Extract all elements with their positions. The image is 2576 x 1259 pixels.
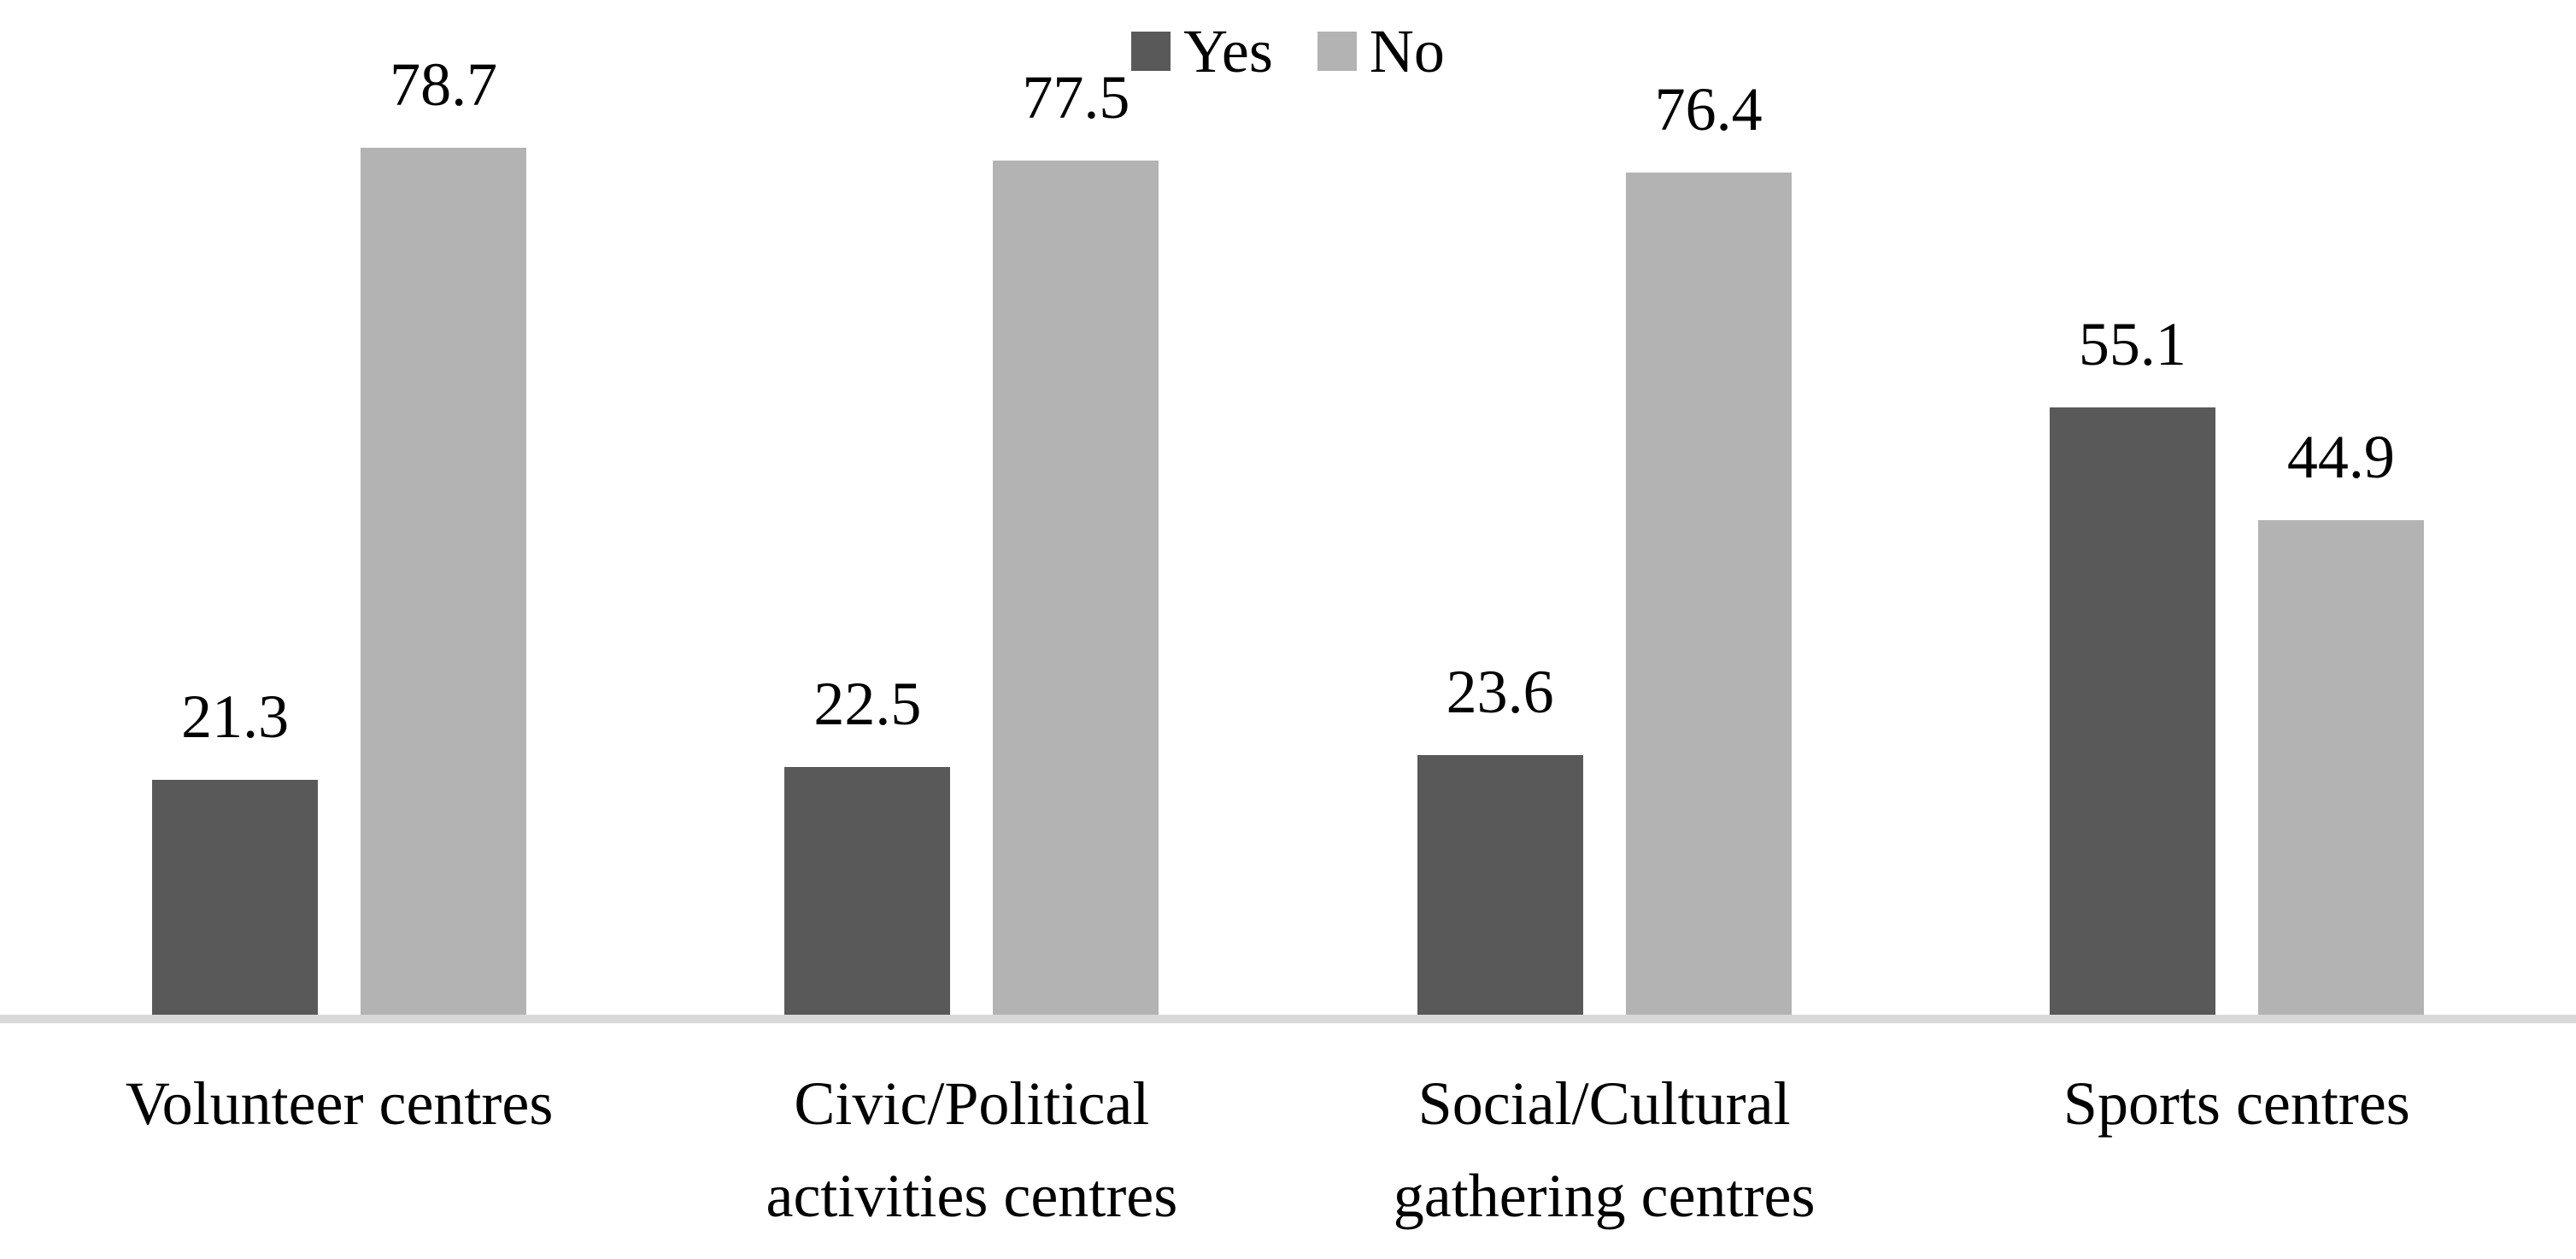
bar-col-no: 44.9	[2257, 423, 2424, 1015]
bar-group-social-cultural: 23.6 76.4	[1288, 79, 1921, 1015]
bar-col-no: 77.5	[993, 67, 1159, 1015]
bar-col-yes: 55.1	[2049, 310, 2215, 1015]
category-label-social-cultural: Social/Cultural gathering centres	[1393, 1069, 1816, 1230]
bar-col-yes: 22.5	[784, 670, 951, 1015]
bar-no	[993, 161, 1159, 1015]
legend: Yes No	[0, 20, 2576, 82]
value-label-no: 78.7	[390, 50, 498, 119]
value-label-no: 77.5	[1022, 63, 1130, 132]
bar-yes	[784, 767, 951, 1015]
category-labels: Volunteer centres Civic/Political activi…	[23, 1057, 2553, 1242]
legend-swatch-no	[1317, 32, 1357, 71]
value-label-yes: 22.5	[813, 670, 922, 738]
bar-group-volunteer-centres: 21.3 78.7	[23, 54, 655, 1015]
bar-yes	[2049, 407, 2215, 1015]
bar-col-yes: 23.6	[1417, 661, 1583, 1015]
bar-no	[361, 148, 527, 1015]
category-label-civic-political: Civic/Political activities centres	[766, 1069, 1178, 1230]
value-label-no: 76.4	[1654, 75, 1763, 143]
bar-col-no: 76.4	[1625, 75, 1792, 1015]
bar-group-sports-centres: 55.1 44.9	[1921, 313, 2553, 1015]
plot-area: 21.3 78.7 22.5 77.5 23.6	[23, 0, 2553, 1015]
bar-col-no: 78.7	[361, 50, 527, 1015]
value-label-yes: 23.6	[1446, 658, 1554, 726]
value-label-no: 44.9	[2286, 423, 2395, 491]
legend-label-yes: Yes	[1183, 17, 1273, 85]
bar-no	[1625, 173, 1792, 1015]
value-label-yes: 21.3	[181, 682, 290, 751]
bar-yes	[152, 780, 319, 1015]
x-axis-line	[0, 1015, 2576, 1023]
legend-item-yes: Yes	[1131, 20, 1273, 82]
bar-yes	[1417, 755, 1583, 1015]
bar-group-civic-political: 22.5 77.5	[655, 67, 1288, 1015]
category-label-volunteer-centres: Volunteer centres	[125, 1069, 554, 1138]
value-label-yes: 55.1	[2078, 310, 2186, 378]
category-label-sports-centres: Sports centres	[2063, 1069, 2410, 1138]
legend-item-no: No	[1317, 20, 1445, 82]
legend-swatch-yes	[1131, 32, 1171, 71]
bar-no	[2257, 520, 2424, 1015]
bar-col-yes: 21.3	[152, 682, 319, 1015]
legend-label-no: No	[1369, 17, 1445, 85]
